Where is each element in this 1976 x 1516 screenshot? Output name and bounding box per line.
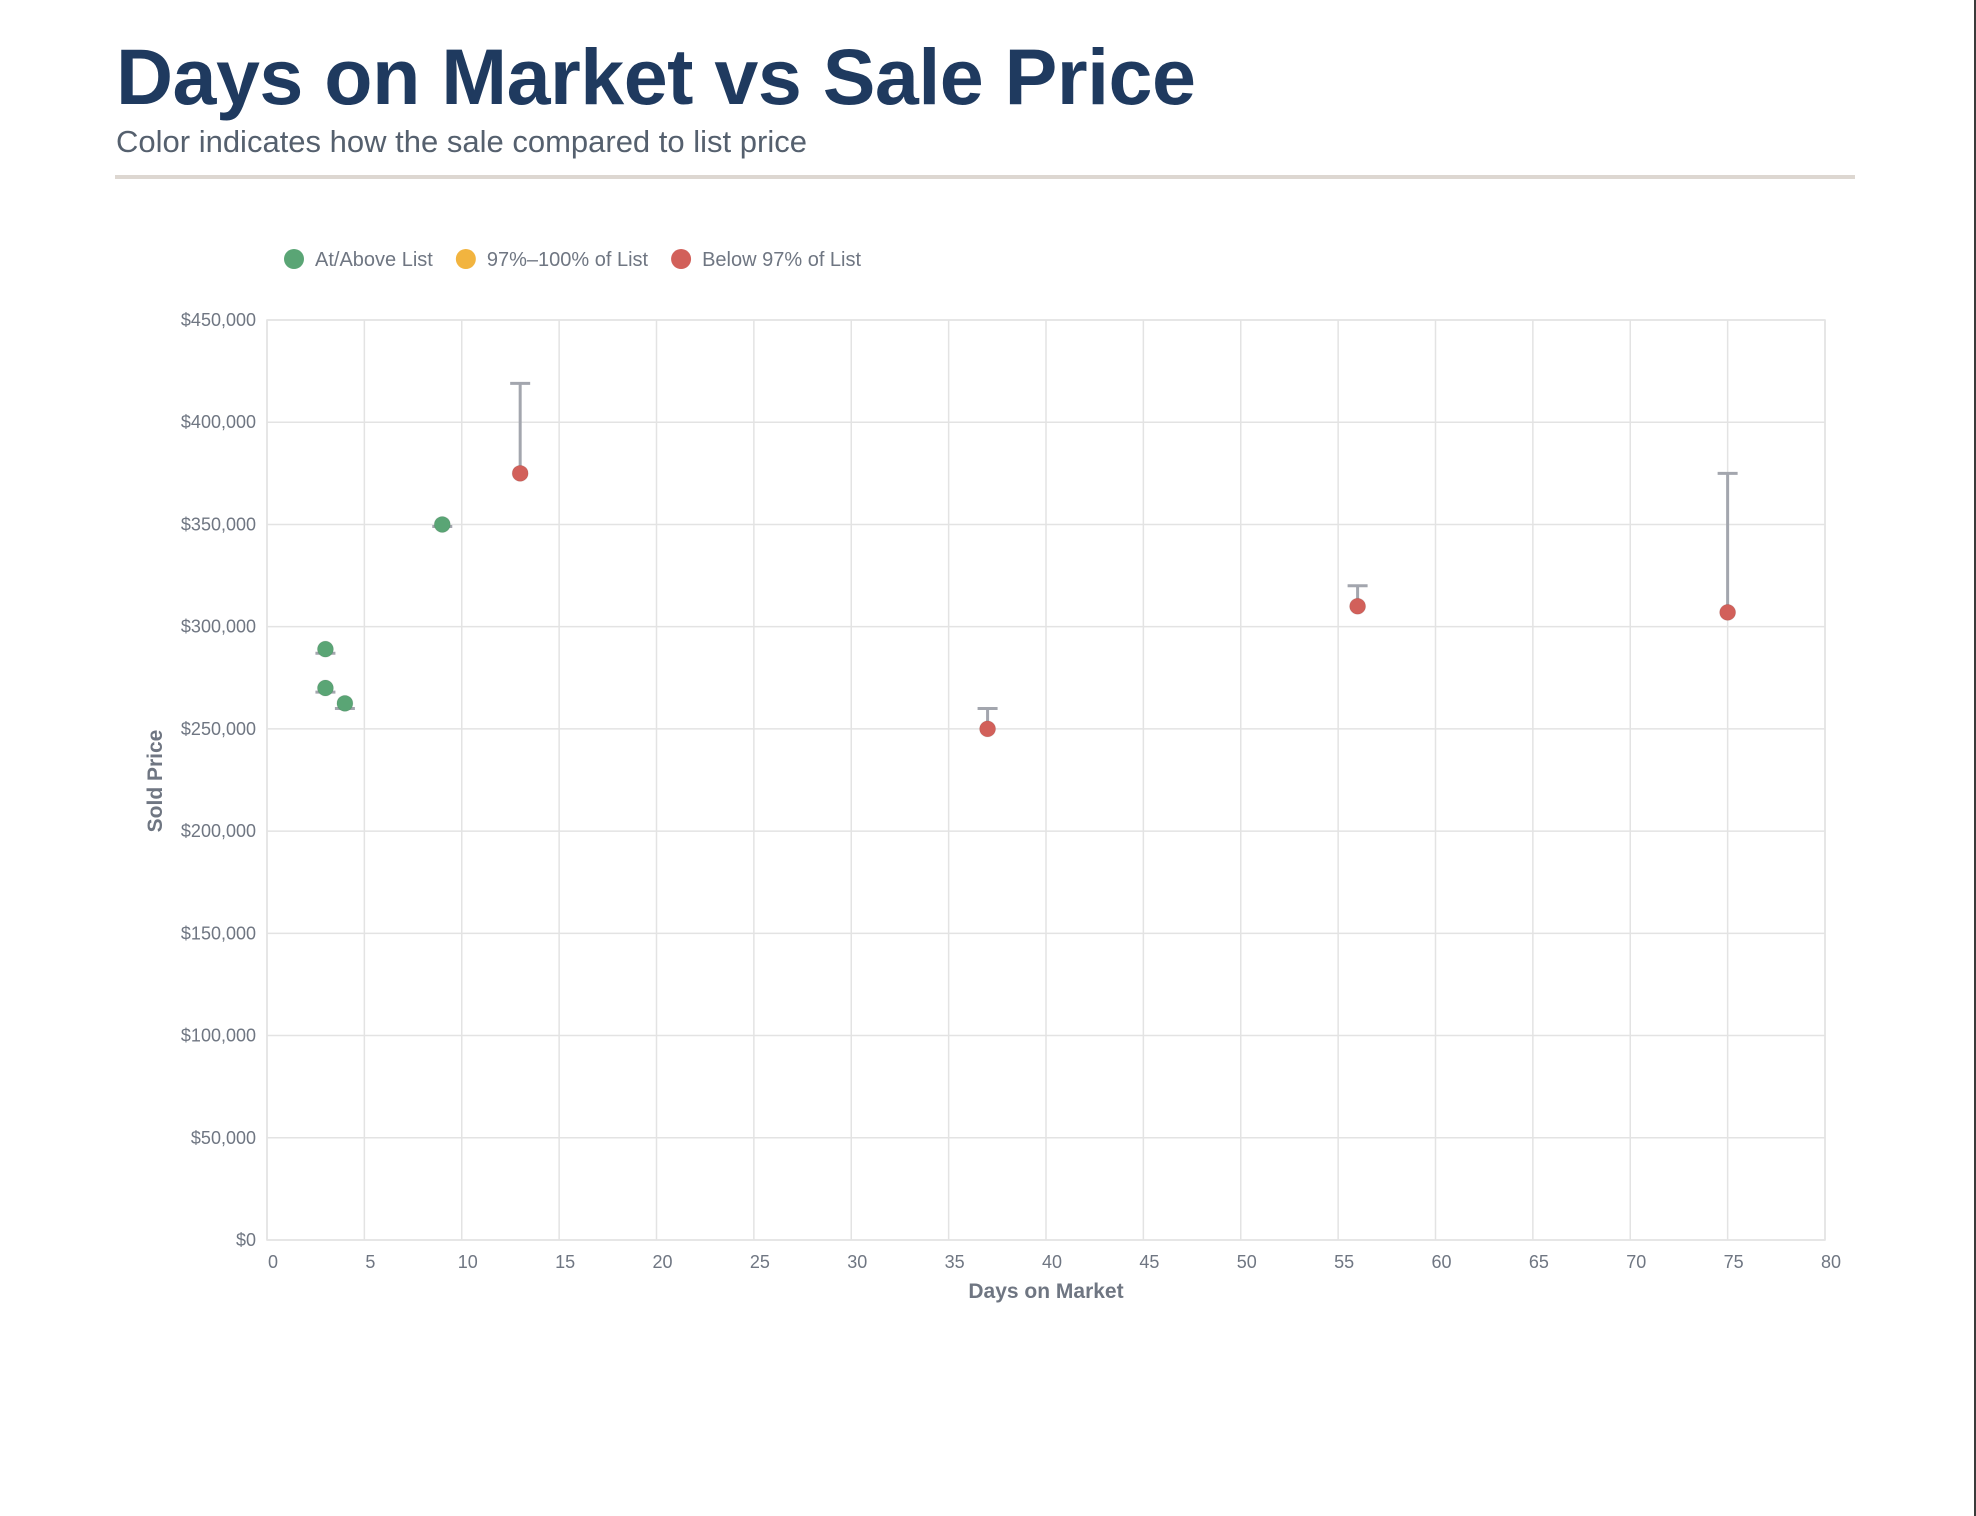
x-tick-label: 15 (555, 1252, 575, 1272)
axes: 0 5 10 15 20 25 30 35 40 45 50 55 60 65 70 75 80 $0 $50,00… (181, 310, 1841, 1272)
y-tick-label: $150,000 (181, 923, 256, 943)
y-tick-label: $100,000 (181, 1026, 256, 1046)
x-tick-label: 35 (945, 1252, 965, 1272)
legend: At/Above List 97%–100% of List Below 97% o… (284, 249, 861, 271)
x-tick-label: 75 (1724, 1252, 1744, 1272)
data-point (336, 694, 354, 712)
x-tick-label: 30 (847, 1252, 867, 1272)
x-tick-label: 70 (1626, 1252, 1646, 1272)
data-point (433, 515, 451, 533)
legend-marker (284, 249, 304, 269)
x-tick-label: 0 (268, 1252, 278, 1272)
x-tick-label: 25 (750, 1252, 770, 1272)
window-edge (1974, 0, 1976, 1516)
data-point (316, 679, 334, 697)
list-price-whiskers (315, 381, 1738, 729)
x-tick-label: 20 (652, 1252, 672, 1272)
chart-header: Days on Market vs Sale Price Color indic… (116, 32, 1854, 162)
y-axis-label: Sold Price (144, 730, 167, 833)
x-tick-label: 55 (1334, 1252, 1354, 1272)
y-tick-label: $250,000 (181, 719, 256, 739)
data-point (1719, 603, 1737, 621)
x-tick-label: 50 (1237, 1252, 1257, 1272)
legend-marker (455, 249, 476, 269)
x-tick-label: 80 (1821, 1252, 1841, 1272)
data-point (316, 640, 334, 658)
legend-marker (671, 249, 692, 269)
data-point (511, 464, 529, 482)
grid-lines (266, 319, 1826, 1241)
x-tick-label: 10 (458, 1252, 478, 1272)
legend-label: Below 97% of List (702, 249, 861, 271)
data-point (1349, 597, 1367, 615)
x-tick-label: 5 (365, 1252, 375, 1272)
y-tick-label: $450,000 (181, 310, 256, 330)
legend-label: 97%–100% of List (487, 249, 649, 271)
y-tick-label: $400,000 (181, 412, 256, 432)
legend-label: At/Above List (315, 249, 433, 271)
data-points (316, 464, 1737, 738)
y-tick-label: $0 (236, 1230, 256, 1250)
x-tick-label: 65 (1529, 1252, 1549, 1272)
y-tick-label: $300,000 (181, 617, 256, 637)
y-tick-label: $350,000 (181, 514, 256, 534)
y-tick-label: $200,000 (181, 821, 256, 841)
chart-subtitle: Color indicates how the sale compared to… (116, 124, 807, 159)
x-tick-label: 60 (1431, 1252, 1451, 1272)
x-tick-label: 45 (1139, 1252, 1159, 1272)
chart-title: Days on Market vs Sale Price (116, 32, 1196, 121)
x-axis-label: Days on Market (968, 1280, 1123, 1303)
data-point (979, 720, 997, 738)
x-tick-label: 40 (1042, 1252, 1062, 1272)
y-tick-label: $50,000 (191, 1128, 256, 1148)
header-divider (115, 175, 1855, 179)
